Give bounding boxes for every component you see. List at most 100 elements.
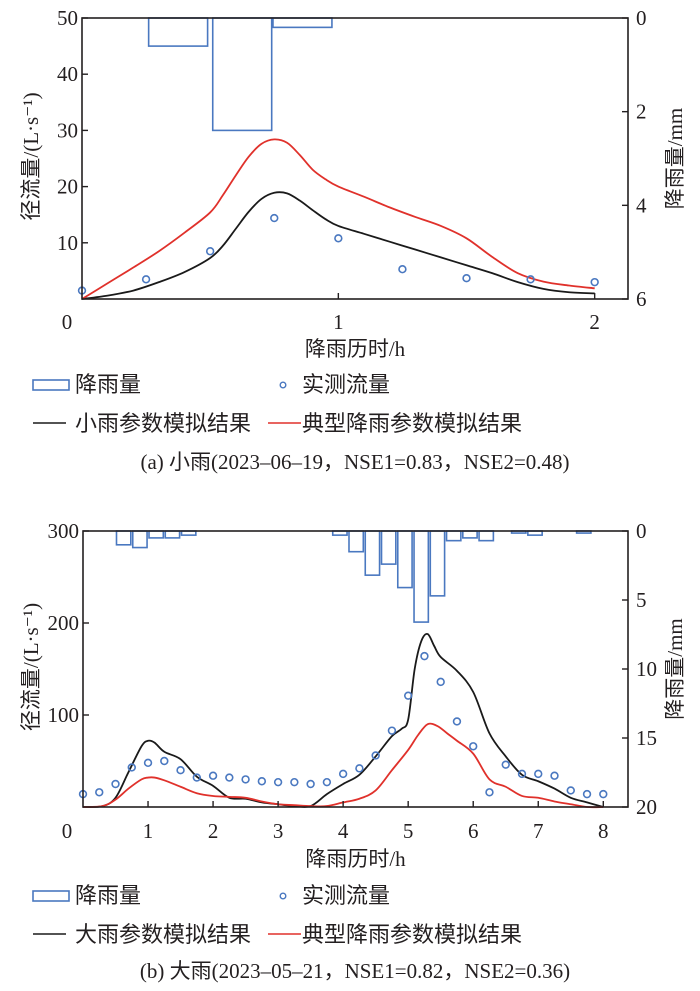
observed-point — [485, 788, 494, 797]
rain-bar — [164, 530, 181, 539]
rain-bar — [478, 530, 495, 542]
observed-point — [403, 691, 413, 700]
rain-bar — [413, 530, 430, 623]
series-line-typical-sim — [81, 138, 595, 300]
y-right-tick-label: 0 — [636, 519, 647, 543]
observed-point — [501, 760, 510, 769]
rain-bar — [429, 530, 446, 597]
y-tick-label: 30 — [57, 118, 78, 142]
observed-point — [192, 773, 202, 782]
x-axis-title: 降雨历时/h — [305, 847, 406, 871]
x-tick-label: 4 — [338, 819, 349, 843]
observed-point — [398, 265, 407, 274]
x-tick-label: 2 — [208, 819, 219, 843]
y-tick-label: 100 — [48, 703, 80, 727]
observed-point — [371, 751, 380, 760]
rain-bar — [131, 530, 148, 549]
observed-point — [225, 773, 234, 782]
y-right-axis-title: 降雨量/mm — [663, 108, 687, 210]
plot-frame — [82, 530, 629, 808]
x-tick-label: 3 — [273, 819, 284, 843]
observed-point — [590, 277, 599, 287]
legend-rain-label: 降雨量 — [75, 372, 141, 397]
y-tick-label: 20 — [57, 175, 78, 199]
rain-bar — [348, 530, 365, 553]
observed-point — [469, 742, 478, 751]
observed-point — [462, 274, 471, 283]
x-tick-label: 1 — [143, 819, 154, 843]
rain-bar — [211, 17, 273, 132]
y-tick-label: 10 — [57, 231, 78, 255]
legend-observed-marker — [279, 381, 287, 389]
observed-point — [270, 213, 279, 223]
rain-bars — [147, 17, 333, 132]
observed-point — [95, 788, 104, 797]
legend-param-sim-label: 小雨参数模拟结果 — [75, 411, 251, 436]
rain-bar — [380, 530, 397, 565]
rain-bar — [462, 530, 478, 539]
x-tick-label: 6 — [468, 819, 479, 843]
rain-bar — [364, 530, 381, 576]
legend-typical-sim-label: 典型降雨参数模拟结果 — [302, 411, 522, 436]
observed-point — [582, 789, 592, 799]
observed-point — [322, 777, 332, 787]
observed-point — [127, 763, 136, 772]
y-right-tick-label: 4 — [636, 193, 647, 217]
x-tick-label: 0 — [62, 819, 73, 843]
observed-point — [534, 769, 543, 779]
y-right-tick-label: 20 — [636, 795, 657, 819]
observed-point — [176, 765, 185, 775]
x-tick-label: 5 — [403, 819, 414, 843]
observed-point — [241, 775, 250, 784]
legend-observed-label: 实测流量 — [302, 372, 390, 397]
rain-bar — [272, 17, 333, 29]
rain-bars — [115, 530, 592, 623]
legend-rain-swatch — [32, 379, 70, 391]
rain-bar — [115, 530, 132, 546]
rain-bar — [396, 530, 413, 589]
observed-point — [257, 777, 267, 786]
observed-point — [566, 786, 575, 795]
observed-point — [143, 758, 153, 768]
chart-panel-b: 0 1 2 3 4 5 6 7 8 100 200 300 0 5 10 15 20 降雨历时/h 径流量/(L·s… — [19, 519, 687, 983]
observed-point — [436, 677, 445, 687]
chart-panel-a: 0 1 2 10 20 30 40 50 0 2 4 6 降雨历时/h 径流量/(L·s⁻¹) 降雨量/mm… — [19, 6, 687, 474]
observed-point — [550, 771, 559, 780]
legend-observed-label: 实测流量 — [302, 883, 390, 908]
y-tick-label: 50 — [57, 6, 78, 30]
series-line-param-sim — [81, 191, 595, 300]
panel-caption: (a) 小雨(2023–06–19，NSE1=0.83，NSE2=0.48) — [140, 450, 569, 474]
x-tick-label: 1 — [333, 310, 344, 334]
x-tick-label: 0 — [62, 310, 73, 334]
y-right-tick-label: 0 — [636, 6, 647, 30]
rain-bar — [147, 17, 209, 47]
observed-point — [517, 769, 527, 779]
rain-bar — [148, 530, 165, 539]
observed-point — [141, 275, 151, 284]
x-tick-label: 8 — [598, 819, 609, 843]
y-tick-label: 300 — [48, 519, 80, 543]
series-line-typical-sim — [82, 722, 604, 809]
legend-observed-marker — [279, 892, 287, 900]
observed-point — [205, 247, 215, 256]
y-tick-label: 40 — [57, 62, 78, 86]
rain-bar — [445, 530, 462, 542]
y-axis-title: 径流量/(L·s⁻¹) — [19, 92, 43, 220]
y-right-tick-label: 15 — [636, 726, 657, 750]
y-axis-title: 径流量/(L·s⁻¹) — [19, 603, 43, 731]
x-tick-label: 2 — [589, 310, 600, 334]
y-right-tick-label: 6 — [636, 287, 647, 311]
observed-point — [355, 764, 364, 773]
plot-frame — [81, 17, 629, 300]
panel-caption: (b) 大雨(2023–05–21，NSE1=0.82，NSE2=0.36) — [140, 959, 570, 983]
legend-rain-label: 降雨量 — [75, 883, 141, 908]
legend-param-sim-label: 大雨参数模拟结果 — [75, 922, 251, 947]
y-right-tick-label: 10 — [636, 657, 657, 681]
observed-point — [273, 777, 283, 787]
y-right-tick-label: 2 — [636, 100, 647, 124]
observed-points — [78, 651, 608, 799]
legend-typical-sim-label: 典型降雨参数模拟结果 — [302, 922, 522, 947]
observed-point — [526, 275, 535, 284]
